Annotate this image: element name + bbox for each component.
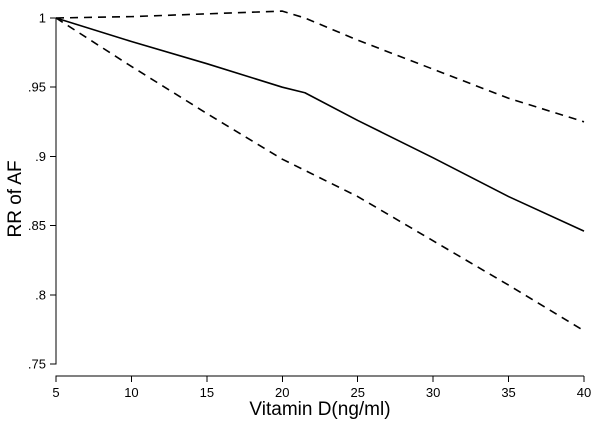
x-axis-ticks: 5 10 15 20 25 30 35 40	[52, 376, 591, 400]
series-layer	[55, 10, 585, 332]
y-tick-label: 1	[39, 11, 46, 26]
upper-ci-line	[55, 10, 585, 123]
x-tick-label: 40	[577, 385, 591, 400]
x-tick-label: 20	[275, 385, 289, 400]
estimate-line	[55, 17, 585, 232]
x-axis-title: Vitamin D(ng/ml)	[249, 399, 390, 420]
x-tick-label: 15	[200, 385, 214, 400]
y-axis-ticks: .75 .8 .85 .9 .95 1	[28, 11, 56, 372]
y-tick-label: .8	[35, 287, 46, 302]
x-tick-label: 30	[426, 385, 440, 400]
lower-ci-line	[55, 17, 585, 332]
x-tick-label: 10	[124, 385, 138, 400]
y-tick-label: .9	[35, 149, 46, 164]
x-tick-label: 25	[350, 385, 364, 400]
axes	[55, 18, 584, 377]
y-tick-label: .85	[28, 218, 46, 233]
y-axis-title: RR of AF	[5, 160, 26, 237]
y-tick-label: .75	[28, 357, 46, 372]
x-tick-label: 35	[501, 385, 515, 400]
y-tick-label: .95	[28, 80, 46, 95]
x-tick-label: 5	[52, 385, 59, 400]
